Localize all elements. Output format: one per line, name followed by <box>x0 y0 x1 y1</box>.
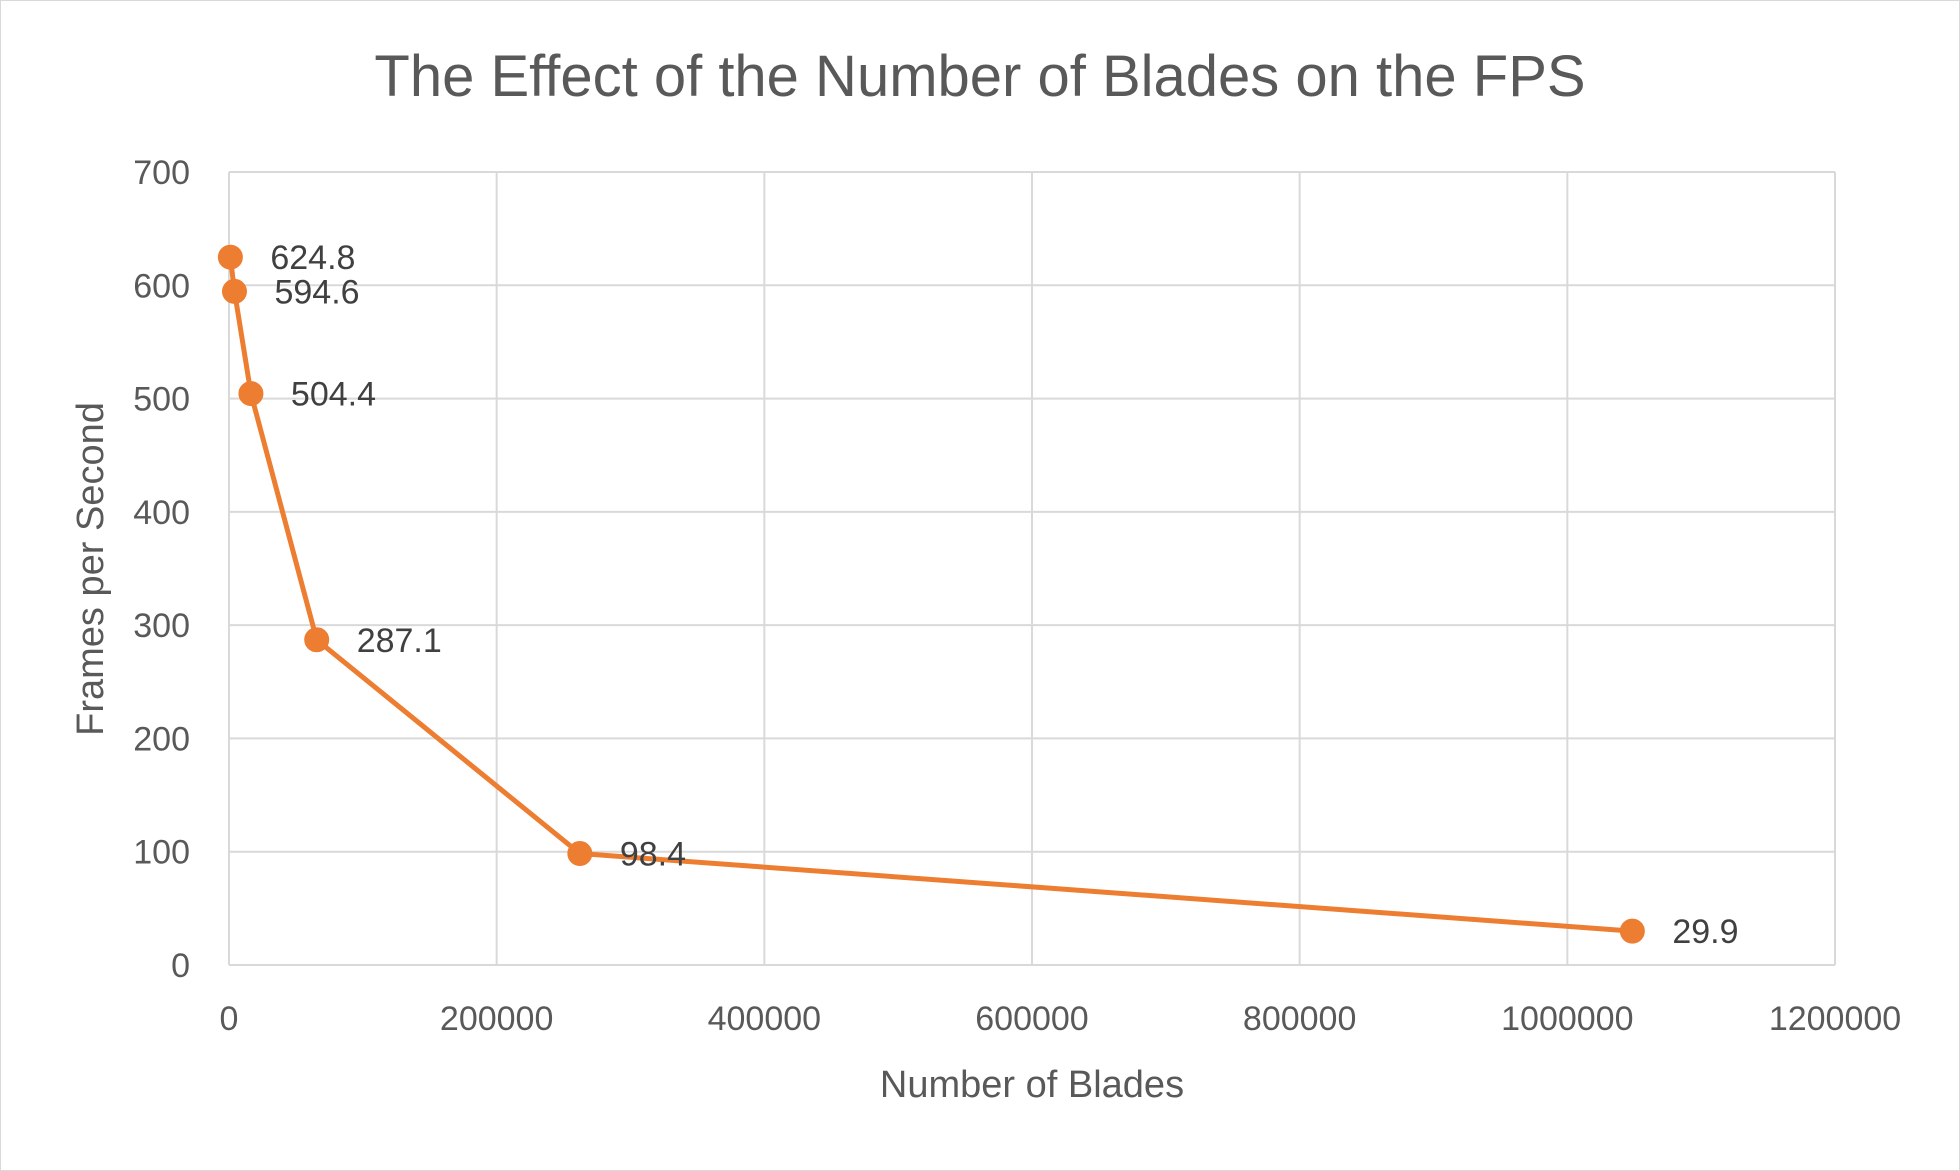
data-point <box>217 244 243 270</box>
y-tick-label: 200 <box>133 720 190 758</box>
chart-title: The Effect of the Number of Blades on th… <box>374 44 1585 109</box>
data-label: 287.1 <box>357 622 442 660</box>
grid-lines <box>228 171 1836 966</box>
x-tick-label: 1200000 <box>1769 1000 1901 1038</box>
data-point <box>1619 918 1645 944</box>
y-tick-label: 0 <box>171 947 190 985</box>
y-tick-label: 400 <box>133 494 190 532</box>
y-tick-label: 500 <box>133 381 190 419</box>
x-tick-label: 400000 <box>708 1000 821 1038</box>
y-tick-label: 100 <box>133 834 190 872</box>
x-tick-label: 0 <box>220 1000 239 1038</box>
x-axis-ticks: 0 200000 400000 600000 800000 1000000 1200000 <box>220 1000 1902 1038</box>
y-axis-title: Frames per Second <box>70 402 112 736</box>
x-tick-label: 600000 <box>975 1000 1088 1038</box>
x-tick-label: 200000 <box>440 1000 553 1038</box>
data-point <box>567 841 593 867</box>
data-point <box>304 627 330 653</box>
y-tick-label: 300 <box>133 607 190 645</box>
y-axis-ticks: 0 100 200 300 400 500 600 700 <box>133 154 190 985</box>
data-point <box>221 278 247 304</box>
data-label: 98.4 <box>620 836 686 874</box>
data-label: 29.9 <box>1672 913 1738 951</box>
x-axis-title: Number of Blades <box>880 1064 1184 1106</box>
y-tick-label: 700 <box>133 154 190 192</box>
data-label: 504.4 <box>291 376 376 414</box>
data-point <box>238 381 264 407</box>
y-tick-label: 600 <box>133 267 190 305</box>
series-line <box>227 256 1633 934</box>
data-label: 624.8 <box>270 239 355 277</box>
x-tick-label: 800000 <box>1243 1000 1356 1038</box>
data-label: 594.6 <box>274 273 359 311</box>
x-tick-label: 1000000 <box>1501 1000 1633 1038</box>
